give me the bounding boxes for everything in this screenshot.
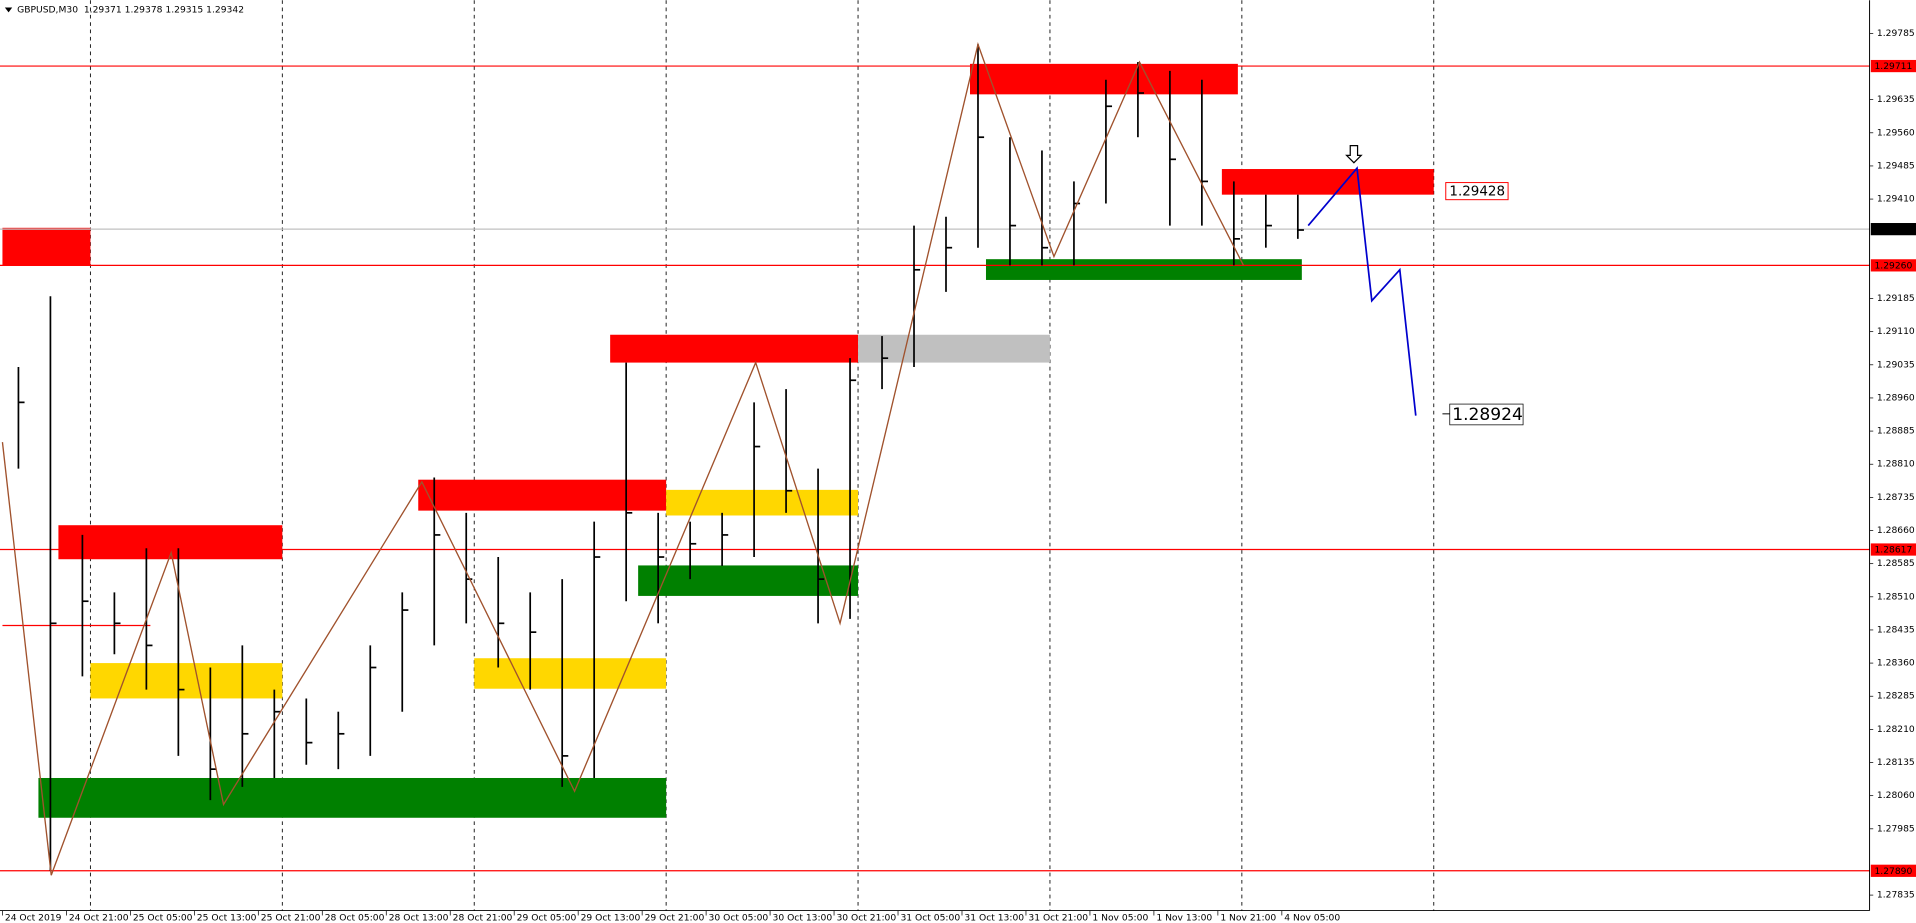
zone bbox=[38, 777, 667, 818]
y-tick-label: 1.28285 bbox=[1877, 691, 1915, 702]
zone bbox=[666, 489, 859, 516]
chart-title: GBPUSD,M30 1.29371 1.29378 1.29315 1.293… bbox=[17, 4, 244, 15]
y-tick-label: 1.28360 bbox=[1877, 658, 1915, 669]
price-label-bg bbox=[1870, 259, 1916, 272]
y-tick-label: 1.28885 bbox=[1877, 426, 1915, 437]
x-tick-label: 24 Oct 21:00 bbox=[69, 912, 129, 923]
annotation-box bbox=[1445, 182, 1509, 201]
zone bbox=[2, 227, 91, 266]
zone bbox=[610, 334, 859, 363]
down-arrow bbox=[1345, 145, 1363, 164]
x-tick-label: 28 Oct 13:00 bbox=[389, 912, 449, 923]
x-tick-label: 30 Oct 21:00 bbox=[836, 912, 896, 923]
collapse-icon bbox=[4, 7, 13, 13]
x-tick-label: 29 Oct 05:00 bbox=[517, 912, 577, 923]
price-label: 1.28617 bbox=[1874, 545, 1912, 556]
x-tick-label: 31 Oct 05:00 bbox=[900, 912, 960, 923]
y-tick-label: 1.27835 bbox=[1877, 890, 1915, 901]
x-tick-label: 30 Oct 13:00 bbox=[773, 912, 833, 923]
x-tick-label: 28 Oct 05:00 bbox=[325, 912, 385, 923]
y-tick-label: 1.28960 bbox=[1877, 392, 1915, 403]
y-tick-label: 1.28060 bbox=[1877, 790, 1915, 801]
zone bbox=[985, 259, 1302, 280]
zone bbox=[638, 565, 859, 596]
zone bbox=[474, 658, 667, 689]
zone bbox=[858, 334, 1050, 363]
y-tick-label: 1.28810 bbox=[1877, 459, 1915, 470]
y-tick-label: 1.28585 bbox=[1877, 558, 1915, 569]
x-tick-label: 25 Oct 13:00 bbox=[197, 912, 257, 923]
x-tick-label: 29 Oct 13:00 bbox=[581, 912, 641, 923]
price-label: 1.29711 bbox=[1874, 61, 1912, 72]
forecast-line bbox=[1307, 166, 1417, 416]
price-label: 1.27890 bbox=[1874, 866, 1912, 877]
price-label-bg bbox=[1870, 59, 1916, 73]
annotation: 1.29428 bbox=[1449, 185, 1505, 200]
y-tick-label: 1.29485 bbox=[1877, 160, 1915, 171]
y-tick-label: 1.28435 bbox=[1877, 624, 1915, 635]
y-tick-label: 1.29035 bbox=[1877, 359, 1915, 370]
y-tick-label: 1.29410 bbox=[1877, 194, 1915, 205]
x-tick-label: 29 Oct 21:00 bbox=[645, 912, 705, 923]
y-tick-label: 1.27985 bbox=[1877, 823, 1915, 834]
x-tick-label: 1 Nov 21:00 bbox=[1220, 912, 1276, 923]
y-tick-label: 1.28660 bbox=[1877, 525, 1915, 536]
x-tick-label: 25 Oct 05:00 bbox=[133, 912, 193, 923]
y-tick-label: 1.29635 bbox=[1877, 94, 1915, 105]
y-tick-label: 1.29560 bbox=[1877, 127, 1915, 138]
y-tick-label: 1.29785 bbox=[1877, 28, 1915, 39]
y-tick-label: 1.28210 bbox=[1877, 724, 1915, 735]
x-tick-label: 25 Oct 21:00 bbox=[261, 912, 321, 923]
zone bbox=[418, 479, 667, 511]
annotation: 1.28924 bbox=[1452, 405, 1523, 425]
zone bbox=[969, 63, 1238, 95]
zigzag-line bbox=[1, 42, 1245, 876]
y-tick-label: 1.29110 bbox=[1877, 326, 1915, 337]
y-tick-label: 1.28135 bbox=[1877, 757, 1915, 768]
x-tick-label: 1 Nov 05:00 bbox=[1092, 912, 1148, 923]
plot: 1.29428 1.28924 bbox=[0, 0, 1870, 911]
x-tick-label: 24 Oct 2019 bbox=[5, 912, 62, 923]
price-label-bg bbox=[1870, 223, 1916, 236]
x-tick-label: 1 Nov 13:00 bbox=[1156, 912, 1212, 923]
x-tick-label: 30 Oct 05:00 bbox=[709, 912, 769, 923]
x-tick-label: 28 Oct 21:00 bbox=[453, 912, 513, 923]
zone bbox=[90, 663, 283, 699]
annotation-box bbox=[1449, 403, 1524, 426]
x-tick-label: 31 Oct 21:00 bbox=[1028, 912, 1088, 923]
y-tick-label: 1.28735 bbox=[1877, 492, 1915, 503]
price-label-bg bbox=[1870, 864, 1916, 877]
price-label: 1.29342 bbox=[1874, 224, 1912, 235]
x-tick-label: 4 Nov 05:00 bbox=[1284, 912, 1340, 923]
x-tick-label: 31 Oct 13:00 bbox=[964, 912, 1024, 923]
zone bbox=[1221, 169, 1434, 195]
price-label-bg bbox=[1870, 543, 1916, 556]
y-tick-label: 1.28510 bbox=[1877, 591, 1915, 602]
y-tick-label: 1.29185 bbox=[1877, 293, 1915, 304]
price-label: 1.29260 bbox=[1874, 260, 1912, 271]
